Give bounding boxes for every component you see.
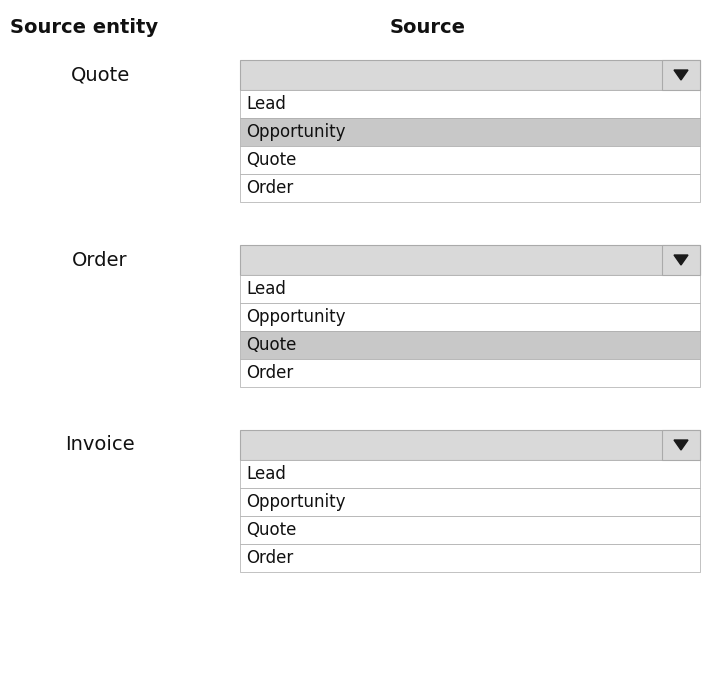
Text: Quote: Quote xyxy=(71,66,130,84)
Bar xyxy=(240,60,700,90)
Bar xyxy=(240,303,700,331)
Bar xyxy=(240,430,700,460)
Text: Opportunity: Opportunity xyxy=(246,308,345,326)
Text: Opportunity: Opportunity xyxy=(246,493,345,511)
Bar xyxy=(240,331,700,359)
Bar xyxy=(240,118,700,146)
Polygon shape xyxy=(674,440,688,450)
Text: Lead: Lead xyxy=(246,465,286,483)
Text: Opportunity: Opportunity xyxy=(246,123,345,141)
Bar xyxy=(240,544,700,572)
Bar xyxy=(240,516,700,544)
Bar xyxy=(240,488,700,516)
Text: Invoice: Invoice xyxy=(65,435,135,454)
Text: Source entity: Source entity xyxy=(10,18,158,37)
Bar xyxy=(240,359,700,387)
Text: Lead: Lead xyxy=(246,95,286,113)
Bar xyxy=(662,430,700,460)
Bar xyxy=(240,275,700,303)
Bar xyxy=(662,60,700,90)
Text: Quote: Quote xyxy=(246,336,296,354)
Text: Lead: Lead xyxy=(246,280,286,298)
Text: Quote: Quote xyxy=(246,151,296,169)
Polygon shape xyxy=(674,255,688,265)
Bar xyxy=(240,174,700,202)
Text: Order: Order xyxy=(72,251,128,270)
Text: Order: Order xyxy=(246,549,293,567)
Text: Order: Order xyxy=(246,364,293,382)
Bar xyxy=(240,460,700,488)
Bar xyxy=(662,245,700,275)
Text: Order: Order xyxy=(246,179,293,197)
Polygon shape xyxy=(674,70,688,80)
Bar xyxy=(240,90,700,118)
Text: Source: Source xyxy=(390,18,466,37)
Bar xyxy=(240,245,700,275)
Text: Quote: Quote xyxy=(246,521,296,539)
Bar xyxy=(240,146,700,174)
